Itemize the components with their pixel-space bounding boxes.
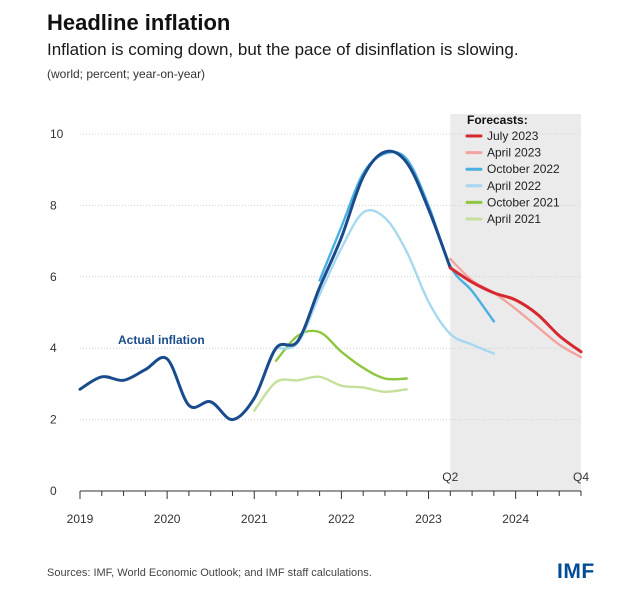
y-tick-label: 6	[50, 270, 57, 284]
series-line-october2022	[318, 150, 496, 323]
y-tick-label: 0	[50, 484, 57, 498]
legend-label-october2022: October 2022	[487, 162, 560, 176]
x-tick-label: 2023	[415, 512, 442, 526]
series-line-april2021	[253, 375, 408, 412]
x-tick-label: 2021	[241, 512, 268, 526]
quarter-label: Q2	[442, 470, 458, 484]
series-line-april2022	[274, 209, 496, 355]
y-tick-label: 4	[50, 341, 57, 355]
legend-label-april2022: April 2022	[487, 179, 541, 193]
series-line-april2023	[449, 257, 583, 359]
x-tick-label: 2020	[154, 512, 181, 526]
source-note: Sources: IMF, World Economic Outlook; an…	[47, 567, 372, 579]
x-tick-label: 2022	[328, 512, 355, 526]
chart-title: Headline inflation	[47, 10, 231, 35]
y-tick-label: 8	[50, 198, 57, 212]
series-line-actual	[78, 149, 452, 422]
legend-title: Forecasts:	[467, 113, 528, 127]
series-line-july2023	[448, 266, 583, 354]
y-tick-label: 2	[50, 413, 57, 427]
y-tick-label: 10	[50, 127, 64, 141]
chart-units: (world; percent; year-on-year)	[47, 67, 206, 81]
quarter-label: Q4	[573, 470, 589, 484]
x-tick-label: 2024	[502, 512, 529, 526]
series-line-october2021	[274, 329, 408, 381]
forecast-region	[450, 114, 581, 491]
imf-logo: IMF	[557, 560, 595, 583]
legend-label-october2021: October 2021	[487, 195, 560, 209]
legend-label-july2023: July 2023	[487, 129, 539, 143]
annotation-actual-inflation: Actual inflation	[118, 333, 205, 347]
x-tick-label: 2019	[67, 512, 94, 526]
legend-label-april2023: April 2023	[487, 146, 541, 160]
legend-label-april2021: April 2021	[487, 212, 541, 226]
chart-subtitle: Inflation is coming down, but the pace o…	[47, 40, 519, 59]
